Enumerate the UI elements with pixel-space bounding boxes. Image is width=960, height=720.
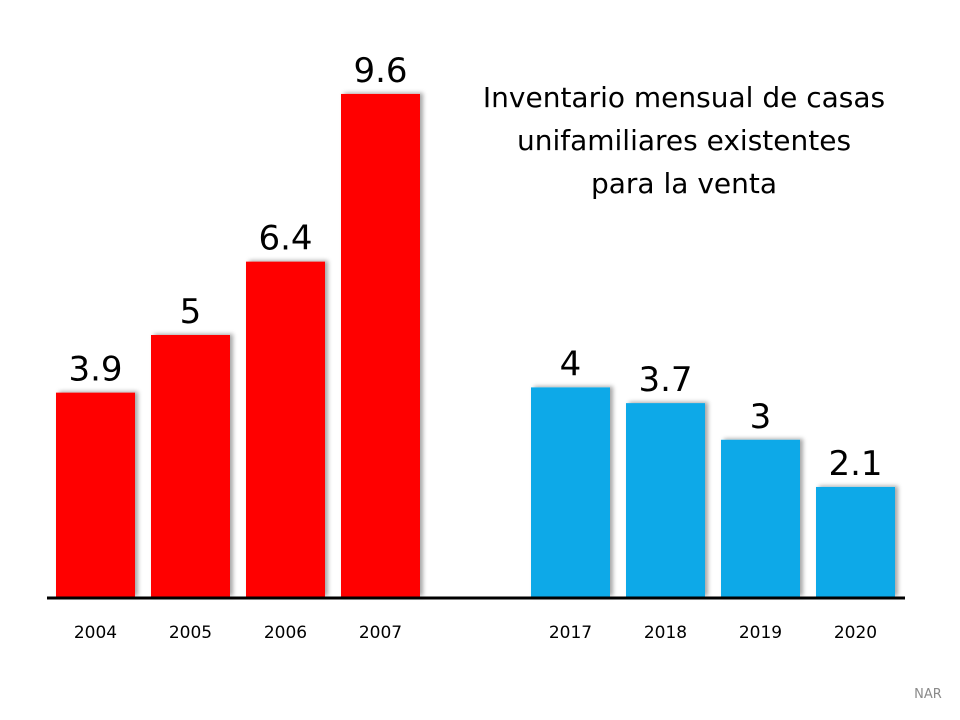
bar-2018 [626,403,705,597]
bar-2006 [246,261,325,597]
data-label-2004: 3.9 [68,350,122,390]
x-tick-label-2004: 2004 [74,623,117,643]
x-tick-label-2018: 2018 [644,623,687,643]
data-label-2018: 3.7 [638,360,692,400]
x-tick-label-2020: 2020 [834,623,877,643]
data-label-2007: 9.6 [353,51,407,91]
data-label-2020: 2.1 [828,444,882,484]
x-tick-label-2006: 2006 [264,623,307,643]
bars-group: 3.9 2004 5 2005 6.4 2006 9.6 2007 4 2017 3.7 2018 3 2… [56,51,895,643]
bar-2017 [531,387,610,597]
bar-2019 [721,439,800,597]
x-tick-label-2007: 2007 [359,623,402,643]
data-label-2017: 4 [560,344,582,384]
source-label: NAR [914,687,942,702]
data-label-2005: 5 [180,292,202,332]
data-label-2019: 3 [750,397,772,437]
data-label-2006: 6.4 [258,219,312,259]
chart-title: Inventario mensual de casas unifamiliare… [483,81,885,200]
x-tick-label-2019: 2019 [739,623,782,643]
title-line-3: para la venta [591,167,777,200]
bar-2005 [151,335,230,597]
bar-2004 [56,392,135,597]
x-tick-label-2017: 2017 [549,623,592,643]
bar-2020 [816,486,895,597]
title-line-1: Inventario mensual de casas [483,81,885,114]
title-line-2: unifamiliares existentes [517,124,851,157]
x-tick-label-2005: 2005 [169,623,212,643]
bar-2007 [341,93,420,598]
